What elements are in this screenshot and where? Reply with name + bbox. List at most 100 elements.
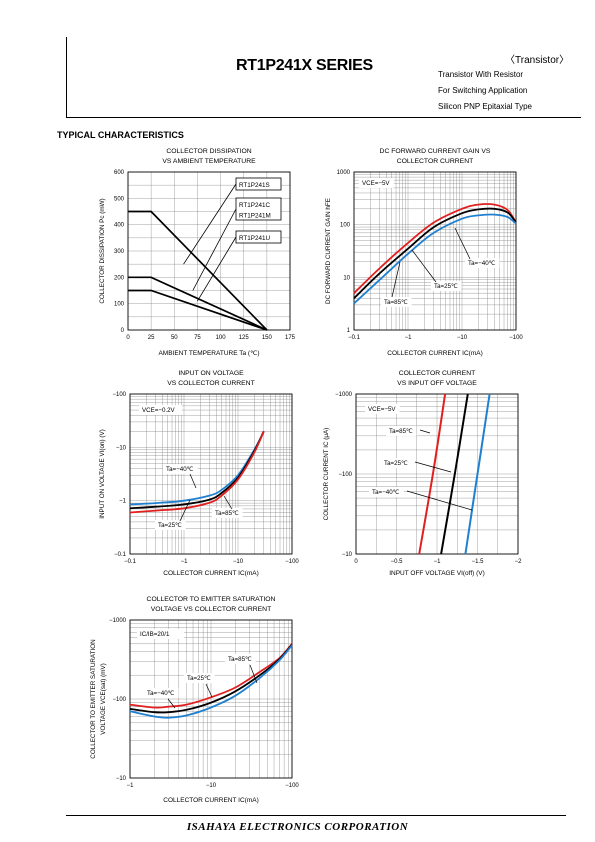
y-tick-label: −10 (116, 776, 127, 782)
footer-divider (66, 815, 566, 816)
y-tick-label: 300 (114, 249, 125, 255)
series-label: Ta=25℃ (434, 283, 458, 290)
grid-lines (354, 172, 516, 330)
series-label-bg (369, 487, 404, 497)
series-line (353, 203, 517, 294)
series-label: Ta=85℃ (389, 428, 413, 435)
legend-label: RT1P241S (239, 182, 270, 189)
series-line (418, 393, 447, 555)
series-label: Ta=−40℃ (468, 260, 496, 267)
dissipation-line (128, 289, 268, 331)
series-label-bg (431, 281, 462, 291)
x-tick-label: 100 (216, 335, 227, 341)
chart-title: COLLECTOR CURRENT (399, 370, 476, 377)
category-label: 〈Transistor〉 (505, 55, 570, 66)
y-tick-label: −10 (342, 552, 353, 558)
y-axis-label: COLLECTOR CURRENT IC (μA) (323, 428, 330, 521)
label-leader-line (406, 490, 473, 511)
series-line (129, 430, 265, 514)
label-leader-line (189, 473, 197, 489)
series-line (464, 393, 491, 555)
series-line (353, 213, 517, 305)
label-leader-line (223, 495, 233, 510)
label-leader-line (391, 261, 401, 298)
dissipation-line (128, 276, 268, 331)
chart-title: INPUT ON VOLTAGE (178, 370, 244, 377)
description-line: For Switching Application (438, 86, 528, 95)
label-leader-line (167, 698, 176, 709)
series-line (440, 393, 469, 555)
y-tick-label: −1000 (109, 618, 127, 624)
y-axis-label: COLLECTOR TO EMITTER SATURATION (90, 639, 97, 759)
series-label-bg (381, 458, 412, 468)
series-label-bg (184, 673, 215, 683)
legend-leader-line (183, 183, 237, 265)
series-line (129, 643, 293, 709)
series-label-bg (386, 426, 417, 436)
x-tick-label: −1 (181, 559, 189, 565)
x-tick-label: 175 (285, 335, 296, 341)
grid-lines (130, 394, 292, 554)
legend-leader-line (197, 236, 237, 302)
series-label: Ta=−40℃ (166, 466, 194, 473)
chart-title: DC FORWARD CURRENT GAIN VS (380, 148, 491, 155)
y-tick-label: −100 (112, 392, 126, 398)
y-tick-label: 1000 (337, 170, 351, 176)
plot-frame (129, 619, 293, 779)
x-axis-label: INPUT OFF VOLTAGE VI(off) (V) (389, 570, 485, 577)
y-tick-label: −0.1 (114, 552, 127, 558)
series-line (129, 644, 293, 719)
series-label-bg (212, 508, 243, 518)
y-tick-label: 500 (114, 196, 125, 202)
x-tick-label: −0.1 (124, 559, 137, 565)
x-tick-label: −2 (515, 559, 523, 565)
condition-label: VCE=−0.2V (142, 407, 176, 414)
series-label: Ta=85℃ (228, 656, 252, 663)
condition-label-bg (365, 404, 400, 414)
y-tick-label: −10 (116, 445, 127, 451)
y-tick-label: 100 (340, 223, 351, 229)
series-label-bg (144, 688, 179, 698)
condition-label-bg (137, 629, 184, 639)
x-tick-label: −0.5 (391, 559, 404, 565)
header-divider-vertical (66, 37, 67, 117)
x-tick-label: −100 (285, 559, 299, 565)
dissipation-line (128, 210, 268, 331)
x-tick-label: −10 (233, 559, 244, 565)
x-tick-label: −1 (405, 335, 413, 341)
y-tick-label: 400 (114, 223, 125, 229)
chart-title: VOLTAGE VS COLLECTOR CURRENT (151, 606, 271, 613)
chart-title: VS INPUT OFF VOLTAGE (397, 380, 477, 387)
x-axis-label: COLLECTOR CURRENT IC(mA) (387, 350, 482, 357)
series-label-bg (225, 654, 256, 664)
company-footer: ISAHAYA ELECTRONICS CORPORATION (186, 821, 409, 833)
y-tick-label: −100 (338, 472, 352, 478)
condition-label: VCE=−5V (362, 180, 390, 187)
x-tick-label: 0 (354, 559, 358, 565)
series-label-bg (381, 297, 412, 307)
x-tick-label: −0.1 (348, 335, 361, 341)
y-axis-label: DC FORWARD CURRENT GAIN hFE (325, 198, 332, 304)
series-line (353, 207, 517, 299)
x-tick-label: 0 (126, 335, 130, 341)
label-leader-line (179, 499, 191, 522)
label-leader-line (414, 461, 452, 473)
x-tick-label: −10 (457, 335, 468, 341)
legend-label: RT1P241C (239, 202, 270, 209)
y-tick-label: 0 (121, 328, 125, 334)
chart-title: COLLECTOR TO EMITTER SATURATION (147, 596, 276, 603)
condition-label-bg (139, 405, 182, 415)
legend-leader-line (192, 208, 237, 291)
condition-label: IC/IB=20/1 (140, 631, 170, 638)
chart-title: COLLECTOR DISSIPATION (166, 148, 251, 155)
series-label: Ta=−40℃ (372, 489, 400, 496)
series-label: Ta=85℃ (215, 510, 239, 517)
header-divider-horizontal (66, 117, 581, 118)
section-title: TYPICAL CHARACTERISTICS (57, 130, 184, 140)
label-leader-line (454, 227, 471, 260)
x-tick-label: 75 (194, 335, 201, 341)
series-label-bg (155, 520, 186, 530)
y-axis-label: VOLTAGE VCE(sat) (mV) (100, 663, 107, 735)
condition-label-bg (359, 178, 394, 188)
